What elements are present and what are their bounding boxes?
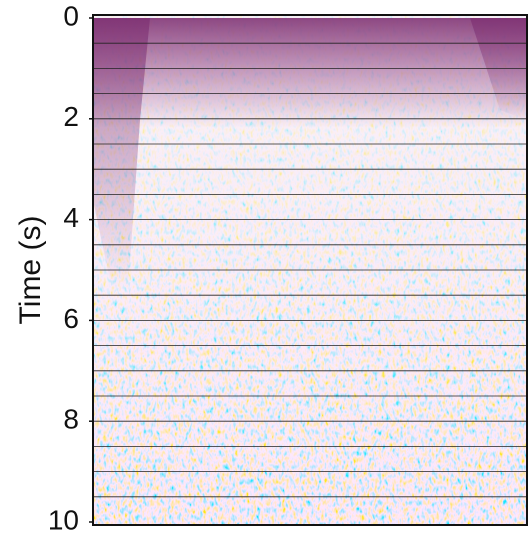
y-tick-label: 10 — [48, 504, 79, 535]
y-tick-label: 4 — [63, 202, 79, 233]
grid — [93, 42, 527, 498]
y-tick-label: 0 — [63, 0, 79, 31]
y-tick-label: 6 — [63, 303, 79, 334]
y-axis-label: Time (s) — [14, 216, 47, 325]
image-top-band — [93, 18, 527, 128]
image-wedge — [93, 18, 150, 290]
y-tick-label: 8 — [63, 404, 79, 435]
y-tick-label: 2 — [63, 101, 79, 132]
plot-frame — [92, 14, 528, 526]
